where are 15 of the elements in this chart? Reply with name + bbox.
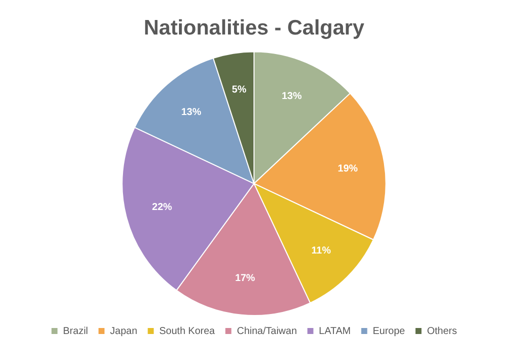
- data-label: 11%: [311, 246, 331, 257]
- legend-label: South Korea: [159, 326, 216, 337]
- data-label: 13%: [282, 91, 302, 102]
- legend-label: Japan: [110, 326, 138, 337]
- data-label: 17%: [235, 272, 256, 284]
- data-label: 22%: [152, 202, 172, 213]
- chart-title: Nationalities - Calgary: [144, 16, 365, 40]
- data-label: 13%: [181, 107, 202, 118]
- data-label: 19%: [338, 163, 358, 174]
- legend-label: Europe: [372, 326, 406, 337]
- data-label: 5%: [232, 84, 246, 96]
- legend-label: Others: [426, 326, 457, 337]
- legend-label: LATAM: [318, 326, 351, 337]
- legend-label: Brazil: [63, 326, 88, 337]
- legend-label: China/Taiwan: [236, 326, 297, 337]
